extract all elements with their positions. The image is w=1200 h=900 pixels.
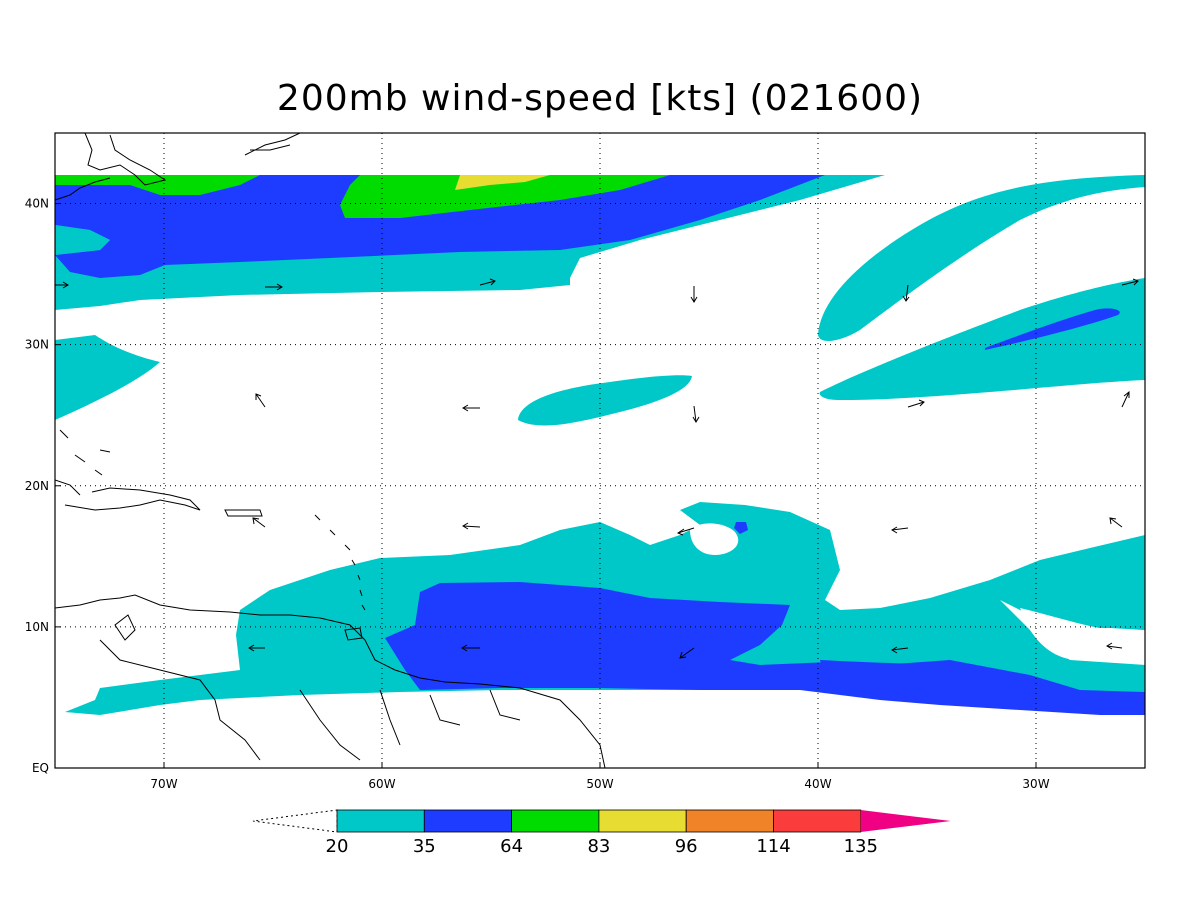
lon-tick-label: 30W bbox=[1022, 777, 1049, 791]
wind-vector bbox=[679, 647, 695, 659]
coast-hispaniola bbox=[64, 487, 201, 511]
colorbar-under-triangle bbox=[252, 809, 338, 833]
coast-cuba bbox=[55, 479, 81, 496]
wind-vector bbox=[461, 644, 480, 652]
lon-tick-label: 40W bbox=[804, 777, 831, 791]
colorbar-level-label: 83 bbox=[587, 836, 610, 857]
coast-puerto-rico bbox=[224, 509, 263, 517]
wind-vector bbox=[891, 526, 909, 534]
wind-vector bbox=[479, 278, 496, 286]
shade-35-south-band bbox=[385, 582, 1145, 715]
wind-vector bbox=[255, 393, 266, 408]
country-borders bbox=[99, 639, 521, 761]
shade-35-north-jet bbox=[55, 175, 825, 278]
wind-vector bbox=[1109, 517, 1123, 528]
shade-35-small-cell bbox=[734, 522, 748, 534]
shade-below-20-hole bbox=[690, 523, 739, 555]
colorbar-swatch bbox=[511, 809, 600, 833]
colorbar-swatch bbox=[423, 809, 512, 833]
wind-vector bbox=[265, 283, 283, 291]
shade-20-ne-streak-2 bbox=[819, 278, 1145, 400]
shade-83-north-jet bbox=[455, 175, 550, 190]
gridlines bbox=[55, 133, 1145, 768]
coast-trinidad bbox=[344, 627, 363, 641]
coast-lesser-antilles bbox=[314, 514, 366, 611]
longitude-ticks: 70W 60W 50W 40W 30W bbox=[150, 762, 1050, 791]
lon-tick-label: 50W bbox=[586, 777, 613, 791]
coast-nova-scotia bbox=[244, 133, 301, 156]
lat-tick-label: 30N bbox=[25, 338, 49, 352]
lon-tick-label: 70W bbox=[150, 777, 177, 791]
wind-vector bbox=[1121, 390, 1130, 408]
colorbar-level-label: 135 bbox=[844, 836, 878, 857]
coast-us-east bbox=[55, 177, 111, 201]
colorbar-level-label: 96 bbox=[675, 836, 698, 857]
coast-bahamas bbox=[59, 429, 111, 476]
colorbar-level-label: 35 bbox=[413, 836, 436, 857]
shade-35-ne-streak-2 bbox=[985, 308, 1120, 350]
colorbar-legend: 20 35 64 83 96 114 135 bbox=[252, 809, 951, 857]
shade-64-north-jet bbox=[55, 175, 260, 195]
coast-south-america-north bbox=[55, 594, 606, 768]
latitude-ticks: 40N 30N 20N 10N EQ bbox=[25, 197, 61, 775]
coastlines bbox=[55, 133, 606, 768]
colorbar-swatch bbox=[336, 809, 425, 833]
shade-20-ne-streak-1 bbox=[818, 175, 1145, 342]
coast-venezuela-lake bbox=[114, 614, 136, 641]
wind-vector bbox=[248, 644, 265, 652]
wind-vector bbox=[462, 522, 481, 530]
wind-shading bbox=[55, 175, 1145, 715]
wind-vector bbox=[462, 404, 480, 412]
colorbar-level-label: 114 bbox=[756, 836, 790, 857]
wind-vector bbox=[55, 281, 69, 289]
shade-20-west-lobe bbox=[55, 335, 160, 420]
wind-vector bbox=[690, 286, 698, 303]
colorbar-over-triangle bbox=[860, 810, 951, 832]
map-title: 200mb wind-speed [kts] (021600) bbox=[276, 78, 924, 119]
shade-64-north-jet-core bbox=[340, 175, 670, 218]
wind-vector bbox=[692, 405, 700, 423]
wind-vector bbox=[252, 517, 266, 528]
colorbar-swatch bbox=[598, 809, 687, 833]
wind-vector bbox=[1106, 642, 1123, 650]
wind-vector bbox=[907, 399, 925, 408]
lat-tick-label: 40N bbox=[25, 197, 49, 211]
shade-below-20-gap bbox=[1020, 608, 1114, 660]
shade-20-mid-streak bbox=[518, 375, 692, 426]
wind-vector bbox=[1121, 278, 1139, 286]
lat-tick-label: 20N bbox=[25, 479, 49, 493]
wind-vector bbox=[891, 646, 909, 654]
colorbar-level-label: 64 bbox=[500, 836, 523, 857]
colorbar-swatch bbox=[685, 809, 774, 833]
coast-north-america-northeast bbox=[84, 133, 167, 186]
colorbar-swatch bbox=[773, 809, 862, 833]
shade-35-east-streak bbox=[820, 660, 1030, 680]
lat-tick-label: EQ bbox=[32, 761, 49, 775]
lon-tick-label: 60W bbox=[368, 777, 395, 791]
wind-vector bbox=[902, 284, 910, 302]
wind-vectors bbox=[55, 278, 1139, 659]
shade-20-north-jet-lower bbox=[55, 225, 110, 255]
lat-tick-label: 10N bbox=[25, 620, 49, 634]
colorbar-level-label: 20 bbox=[326, 836, 349, 857]
wind-vector bbox=[676, 527, 695, 536]
